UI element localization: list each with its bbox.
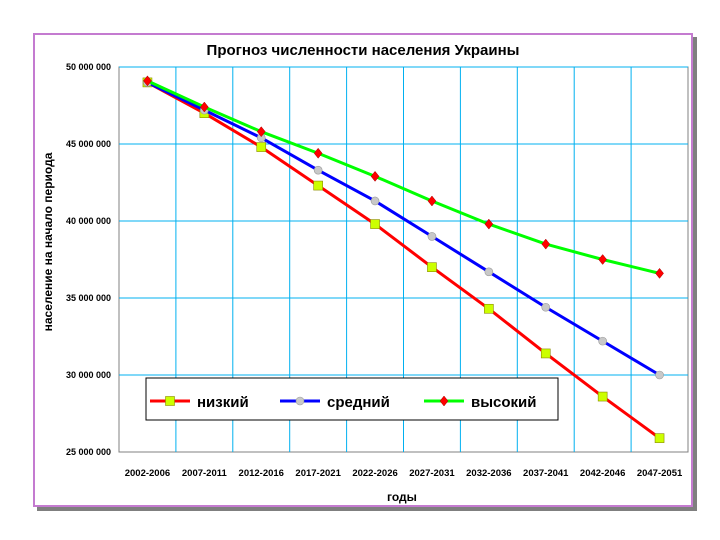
- y-tick-label: 50 000 000: [66, 62, 111, 72]
- data-point: [598, 336, 607, 346]
- x-tick-label: 2042-2046: [580, 468, 625, 479]
- legend-label-2: средний: [327, 394, 390, 411]
- population-forecast-chart: Прогноз численности населения Украины на…: [41, 42, 689, 504]
- data-point: [313, 147, 323, 159]
- x-tick-label: 2047-2051: [637, 468, 683, 479]
- series-line-2: [146, 81, 661, 377]
- legend-box: [145, 377, 559, 421]
- data-point: [540, 348, 551, 359]
- x-tick-label: 2007-2011: [182, 468, 228, 479]
- data-point: [484, 218, 494, 230]
- x-tick-label: 2037-2041: [523, 468, 569, 479]
- data-point: [427, 232, 437, 241]
- data-point: [541, 302, 551, 312]
- y-tick-label: 45 000 000: [66, 139, 111, 149]
- x-tick-label: 2022-2026: [352, 468, 397, 479]
- plot-area: 25 000 000 30 000 000 35 000 000 40 000 000…: [66, 62, 689, 479]
- y-tick-label: 35 000 000: [66, 293, 111, 303]
- y-tick-label: 30 000 000: [66, 370, 111, 380]
- y-tick-label: 25 000 000: [66, 447, 111, 457]
- x-tick-label: 2002-2006: [125, 468, 170, 479]
- x-tick-label: 2027-2031: [409, 468, 455, 479]
- y-tick-label: 40 000 000: [66, 216, 111, 226]
- y-axis-label: население на начало периода: [41, 152, 55, 331]
- x-tick-label: 2032-2036: [466, 468, 511, 479]
- data-point: [370, 196, 380, 206]
- data-point: [598, 254, 607, 265]
- data-point: [484, 303, 494, 314]
- data-point: [654, 433, 665, 443]
- x-tick-label: 2017-2021: [295, 468, 341, 479]
- legend-marker-3: [439, 395, 449, 407]
- data-point: [370, 219, 380, 229]
- chart-title: Прогноз численности населения Украины: [207, 42, 520, 59]
- data-point: [313, 165, 323, 175]
- legend-marker-1: [165, 396, 175, 406]
- data-point: [313, 180, 323, 191]
- x-axis-label: годы: [387, 490, 417, 504]
- legend-label-1: низкий: [197, 394, 249, 411]
- series-line-3: [146, 79, 660, 275]
- x-tick-label: 2012-2016: [239, 468, 284, 479]
- series-line-1: [146, 81, 661, 440]
- data-point: [655, 370, 664, 380]
- data-point: [256, 126, 266, 138]
- data-point: [200, 101, 209, 113]
- data-point: [256, 142, 267, 152]
- data-point: [541, 238, 551, 250]
- data-point: [597, 391, 608, 402]
- data-point: [484, 267, 494, 277]
- data-point: [427, 195, 437, 207]
- data-point: [655, 267, 664, 279]
- legend-marker-2: [295, 396, 305, 406]
- chart-frame: Прогноз численности населения Украины на…: [33, 33, 693, 507]
- data-point: [370, 170, 380, 182]
- data-point: [427, 262, 437, 272]
- data-point: [143, 75, 152, 87]
- legend-label-3: высокий: [471, 394, 537, 411]
